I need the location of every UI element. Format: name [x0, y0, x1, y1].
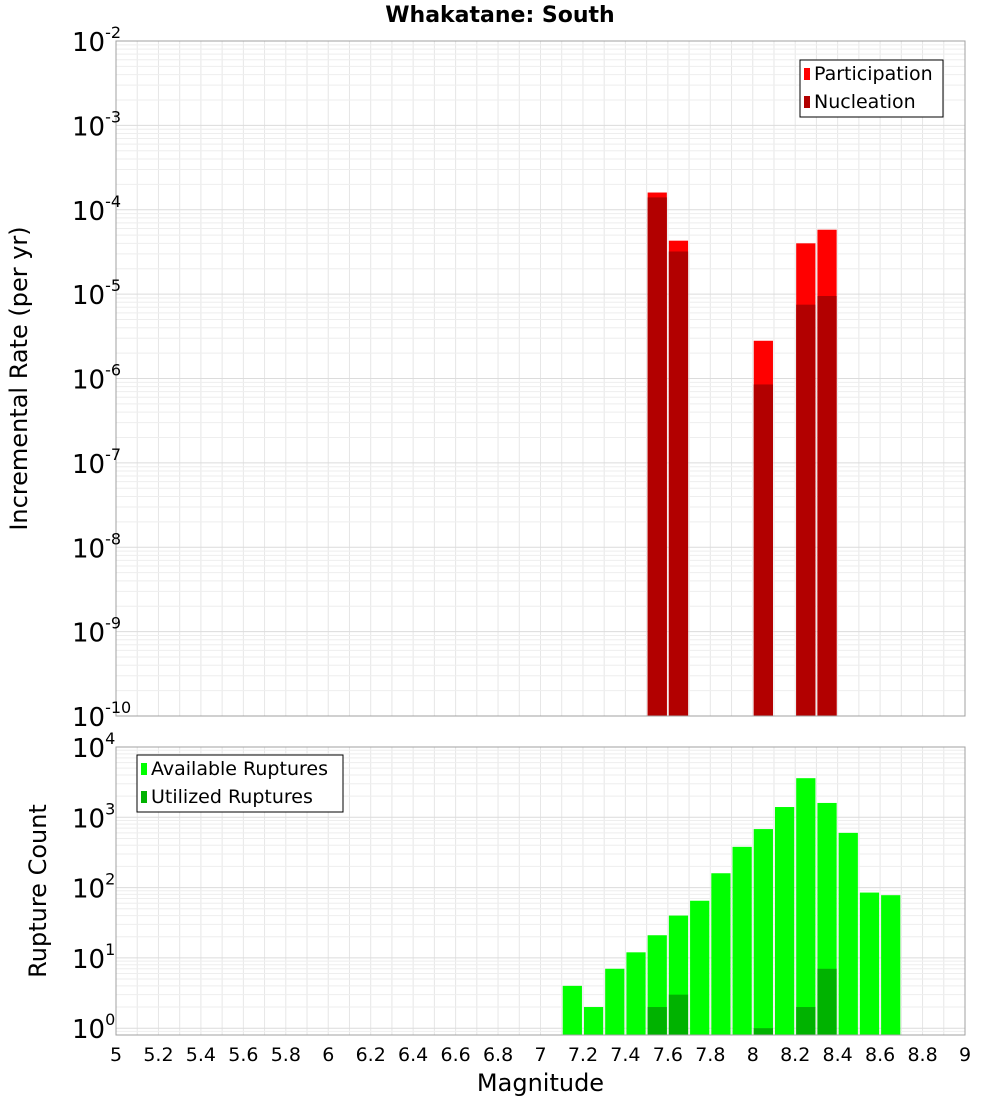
count-bar — [774, 807, 795, 1035]
x-tick-label: 5.2 — [143, 1044, 173, 1066]
count-bar — [690, 900, 710, 1035]
x-tick-label: 8.8 — [907, 1044, 937, 1066]
x-tick-label: 8.2 — [780, 1044, 810, 1066]
x-tick-label: 5.4 — [186, 1044, 216, 1066]
rate-series-1 — [647, 197, 837, 717]
rate-plot-frame — [115, 40, 966, 717]
x-tick-label: 7 — [534, 1044, 546, 1066]
count-bar — [583, 1007, 604, 1035]
rate-legend-label: Participation — [814, 63, 933, 85]
x-tick-label: 6.6 — [440, 1044, 470, 1066]
rate-y-tick-label: 10-10 — [72, 698, 131, 733]
rate-bar — [817, 296, 837, 716]
count-y-tick-label: 104 — [72, 729, 115, 764]
x-tick-labels: 5 5.2 5.4 5.6 5.8 6 6.2 6.4 6.6 6.8 7 7.2 7.4 7.6 7.8 8… — [110, 1044, 971, 1066]
rate-legend-label: Nucleation — [814, 91, 916, 113]
x-tick-label: 7.4 — [610, 1044, 640, 1066]
x-axis-label: Magnitude — [477, 1069, 604, 1097]
rate-legend: Participation Nucleation — [799, 59, 944, 118]
x-tick-label: 5.6 — [228, 1044, 258, 1066]
count-bar — [732, 846, 752, 1035]
rate-legend-swatch — [804, 96, 810, 108]
count-bar — [562, 985, 582, 1035]
rate-legend-box — [799, 59, 944, 118]
rate-y-tick-label: 10-5 — [72, 276, 121, 311]
count-bar — [753, 829, 773, 1035]
x-tick-label: 9 — [959, 1044, 971, 1066]
rate-y-tick-labels: 10-10 10-9 10-8 10-7 10-6 10-5 10-4 10-3 10-2 — [72, 23, 131, 733]
x-tick-label: 5.8 — [271, 1044, 301, 1066]
count-panel: 100 101 102 103 104 Rupture Count 5 5.2 5.4 5.6 5.… — [24, 729, 971, 1097]
count-y-tick-label: 102 — [72, 870, 115, 905]
count-legend-box — [136, 754, 344, 813]
count-y-tick-labels: 100 101 102 103 104 — [72, 729, 115, 1045]
chart-title: Whakatane: South — [385, 3, 615, 28]
count-bar — [817, 968, 837, 1035]
x-tick-label: 7.6 — [653, 1044, 683, 1066]
rate-y-tick-label: 10-2 — [72, 23, 121, 58]
rate-y-axis-label: Incremental Rate (per yr) — [5, 226, 33, 530]
rate-bar — [668, 251, 689, 716]
x-tick-label: 8 — [747, 1044, 759, 1066]
x-tick-label: 6.2 — [356, 1044, 386, 1066]
count-y-axis-label: Rupture Count — [24, 804, 52, 978]
count-bar — [796, 778, 816, 1035]
rate-y-tick-label: 10-9 — [72, 614, 121, 649]
x-tick-label: 7.2 — [568, 1044, 598, 1066]
count-bar — [605, 968, 625, 1035]
count-legend-label: Available Ruptures — [151, 758, 328, 780]
count-bar — [647, 1007, 667, 1035]
x-tick-label: 8.6 — [865, 1044, 895, 1066]
count-bar — [626, 952, 646, 1035]
rate-panel: 10-10 10-9 10-8 10-7 10-6 10-5 10-4 10-3 10-2 Inc… — [5, 23, 966, 733]
rate-gridlines — [115, 40, 966, 717]
count-y-tick-label: 101 — [72, 940, 115, 975]
count-plot-frame — [115, 746, 966, 1036]
count-bar — [838, 832, 858, 1035]
x-tick-label: 6.4 — [398, 1044, 428, 1066]
count-bar — [796, 1007, 816, 1035]
x-tick-label: 6.8 — [483, 1044, 513, 1066]
rate-y-tick-label: 10-8 — [72, 529, 121, 564]
rate-y-tick-label: 10-6 — [72, 361, 121, 396]
rate-bar — [647, 197, 667, 717]
count-y-tick-label: 103 — [72, 799, 115, 834]
rate-y-tick-label: 10-4 — [72, 192, 121, 227]
x-tick-label: 6 — [322, 1044, 334, 1066]
rate-bar — [796, 304, 816, 716]
count-y-tick-label: 100 — [72, 1010, 115, 1045]
x-tick-label: 5 — [110, 1044, 122, 1066]
x-tick-label: 7.8 — [695, 1044, 725, 1066]
count-bar — [859, 892, 880, 1035]
count-bar — [668, 994, 689, 1035]
count-series-1 — [647, 968, 837, 1035]
rate-legend-swatch — [804, 68, 810, 80]
count-bar — [881, 895, 901, 1035]
count-legend: Available Ruptures Utilized Ruptures — [136, 754, 344, 813]
x-tick-label: 8.4 — [823, 1044, 853, 1066]
rate-bar — [753, 384, 773, 716]
rate-y-tick-label: 10-3 — [72, 107, 121, 142]
count-legend-label: Utilized Ruptures — [151, 786, 313, 808]
rate-y-tick-label: 10-7 — [72, 445, 121, 480]
count-legend-swatch — [141, 763, 147, 775]
count-bar — [711, 873, 731, 1035]
count-bar — [753, 1028, 773, 1035]
count-legend-swatch — [141, 791, 147, 803]
